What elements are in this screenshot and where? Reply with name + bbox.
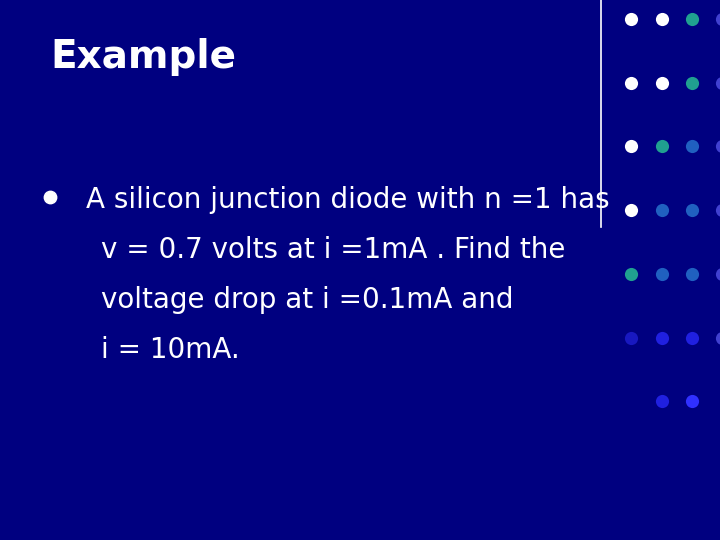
Point bbox=[626, 78, 637, 87]
Point bbox=[656, 397, 667, 406]
Point bbox=[686, 333, 698, 342]
Point bbox=[686, 206, 698, 214]
Point bbox=[656, 78, 667, 87]
Point bbox=[626, 333, 637, 342]
Point bbox=[716, 15, 720, 23]
Point bbox=[686, 269, 698, 278]
Point bbox=[716, 206, 720, 214]
Point bbox=[716, 333, 720, 342]
Point bbox=[686, 397, 698, 406]
Point bbox=[626, 269, 637, 278]
Point bbox=[626, 142, 637, 151]
Text: i = 10mA.: i = 10mA. bbox=[101, 336, 240, 365]
Point bbox=[626, 206, 637, 214]
Point bbox=[45, 193, 56, 201]
Text: voltage drop at i =0.1mA and: voltage drop at i =0.1mA and bbox=[101, 286, 513, 314]
Point bbox=[686, 78, 698, 87]
Point bbox=[716, 78, 720, 87]
Point bbox=[656, 269, 667, 278]
Text: v = 0.7 volts at i =1mA . Find the: v = 0.7 volts at i =1mA . Find the bbox=[101, 236, 565, 264]
Text: A silicon junction diode with n =1 has: A silicon junction diode with n =1 has bbox=[86, 186, 610, 214]
Text: Example: Example bbox=[50, 38, 236, 76]
Point bbox=[626, 15, 637, 23]
Point bbox=[686, 142, 698, 151]
Point bbox=[686, 15, 698, 23]
Point bbox=[716, 269, 720, 278]
Point bbox=[716, 142, 720, 151]
Point bbox=[656, 333, 667, 342]
Point bbox=[656, 15, 667, 23]
Point bbox=[656, 206, 667, 214]
Point bbox=[656, 142, 667, 151]
